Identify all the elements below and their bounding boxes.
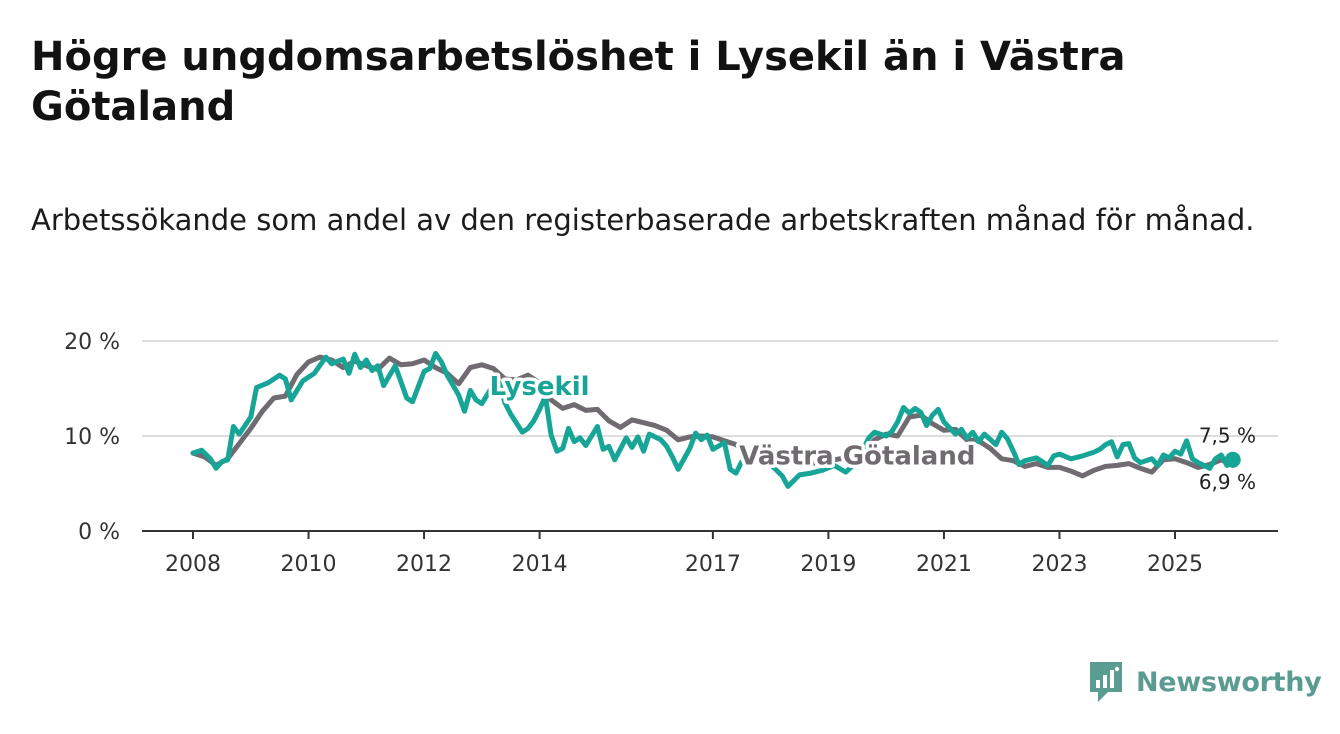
y-axis-ticks: 0 % 10 % 20 %	[64, 330, 120, 545]
newsworthy-logo: Newsworthy	[1088, 660, 1322, 704]
x-tick-label: 2012	[396, 552, 452, 577]
chart-title: Högre ungdomsarbetslöshet i Lysekil än i…	[31, 34, 1126, 130]
gridlines	[142, 340, 1278, 437]
series-line-lysekil	[190, 350, 1236, 489]
y-tick-label: 10 %	[64, 425, 120, 450]
y-tick-label: 0 %	[78, 520, 120, 545]
x-tick-label: 2023	[1031, 552, 1087, 577]
x-tick-label: 2021	[916, 552, 972, 577]
end-point-lysekil	[1224, 451, 1241, 468]
series-lines	[190, 350, 1241, 489]
x-tick-label: 2017	[685, 552, 741, 577]
end-value-vastra-gotaland: 6,9 %	[1199, 470, 1256, 494]
chart-subtitle: Arbetssökande som andel av den registerb…	[31, 203, 1255, 237]
x-tick-label: 2010	[281, 552, 337, 577]
x-tick-label: 2019	[800, 552, 856, 577]
brand-name: Newsworthy	[1136, 666, 1322, 698]
series-labels: Västra Götaland Lysekil 6,9 % 7,5 %	[486, 369, 1256, 495]
x-tick-label: 2008	[165, 552, 221, 577]
end-value-lysekil: 7,5 %	[1199, 424, 1256, 448]
x-axis-ticks: 2008 2010 2012 2014 2017 2019 2021 2023 2025	[165, 531, 1203, 577]
series-label-vastra-gotaland: Västra Götaland	[739, 442, 975, 472]
line-chart: 0 % 10 % 20 % 2008 2010 2012 2014 2017 2019 2021…	[64, 330, 1278, 577]
x-tick-label: 2025	[1147, 552, 1203, 577]
series-label-lysekil: Lysekil	[490, 372, 590, 402]
y-tick-label: 20 %	[64, 330, 120, 355]
series-line-v-stra-g-taland	[190, 354, 1236, 479]
x-tick-label: 2014	[512, 552, 568, 577]
bar-chart-icon	[1090, 662, 1122, 702]
